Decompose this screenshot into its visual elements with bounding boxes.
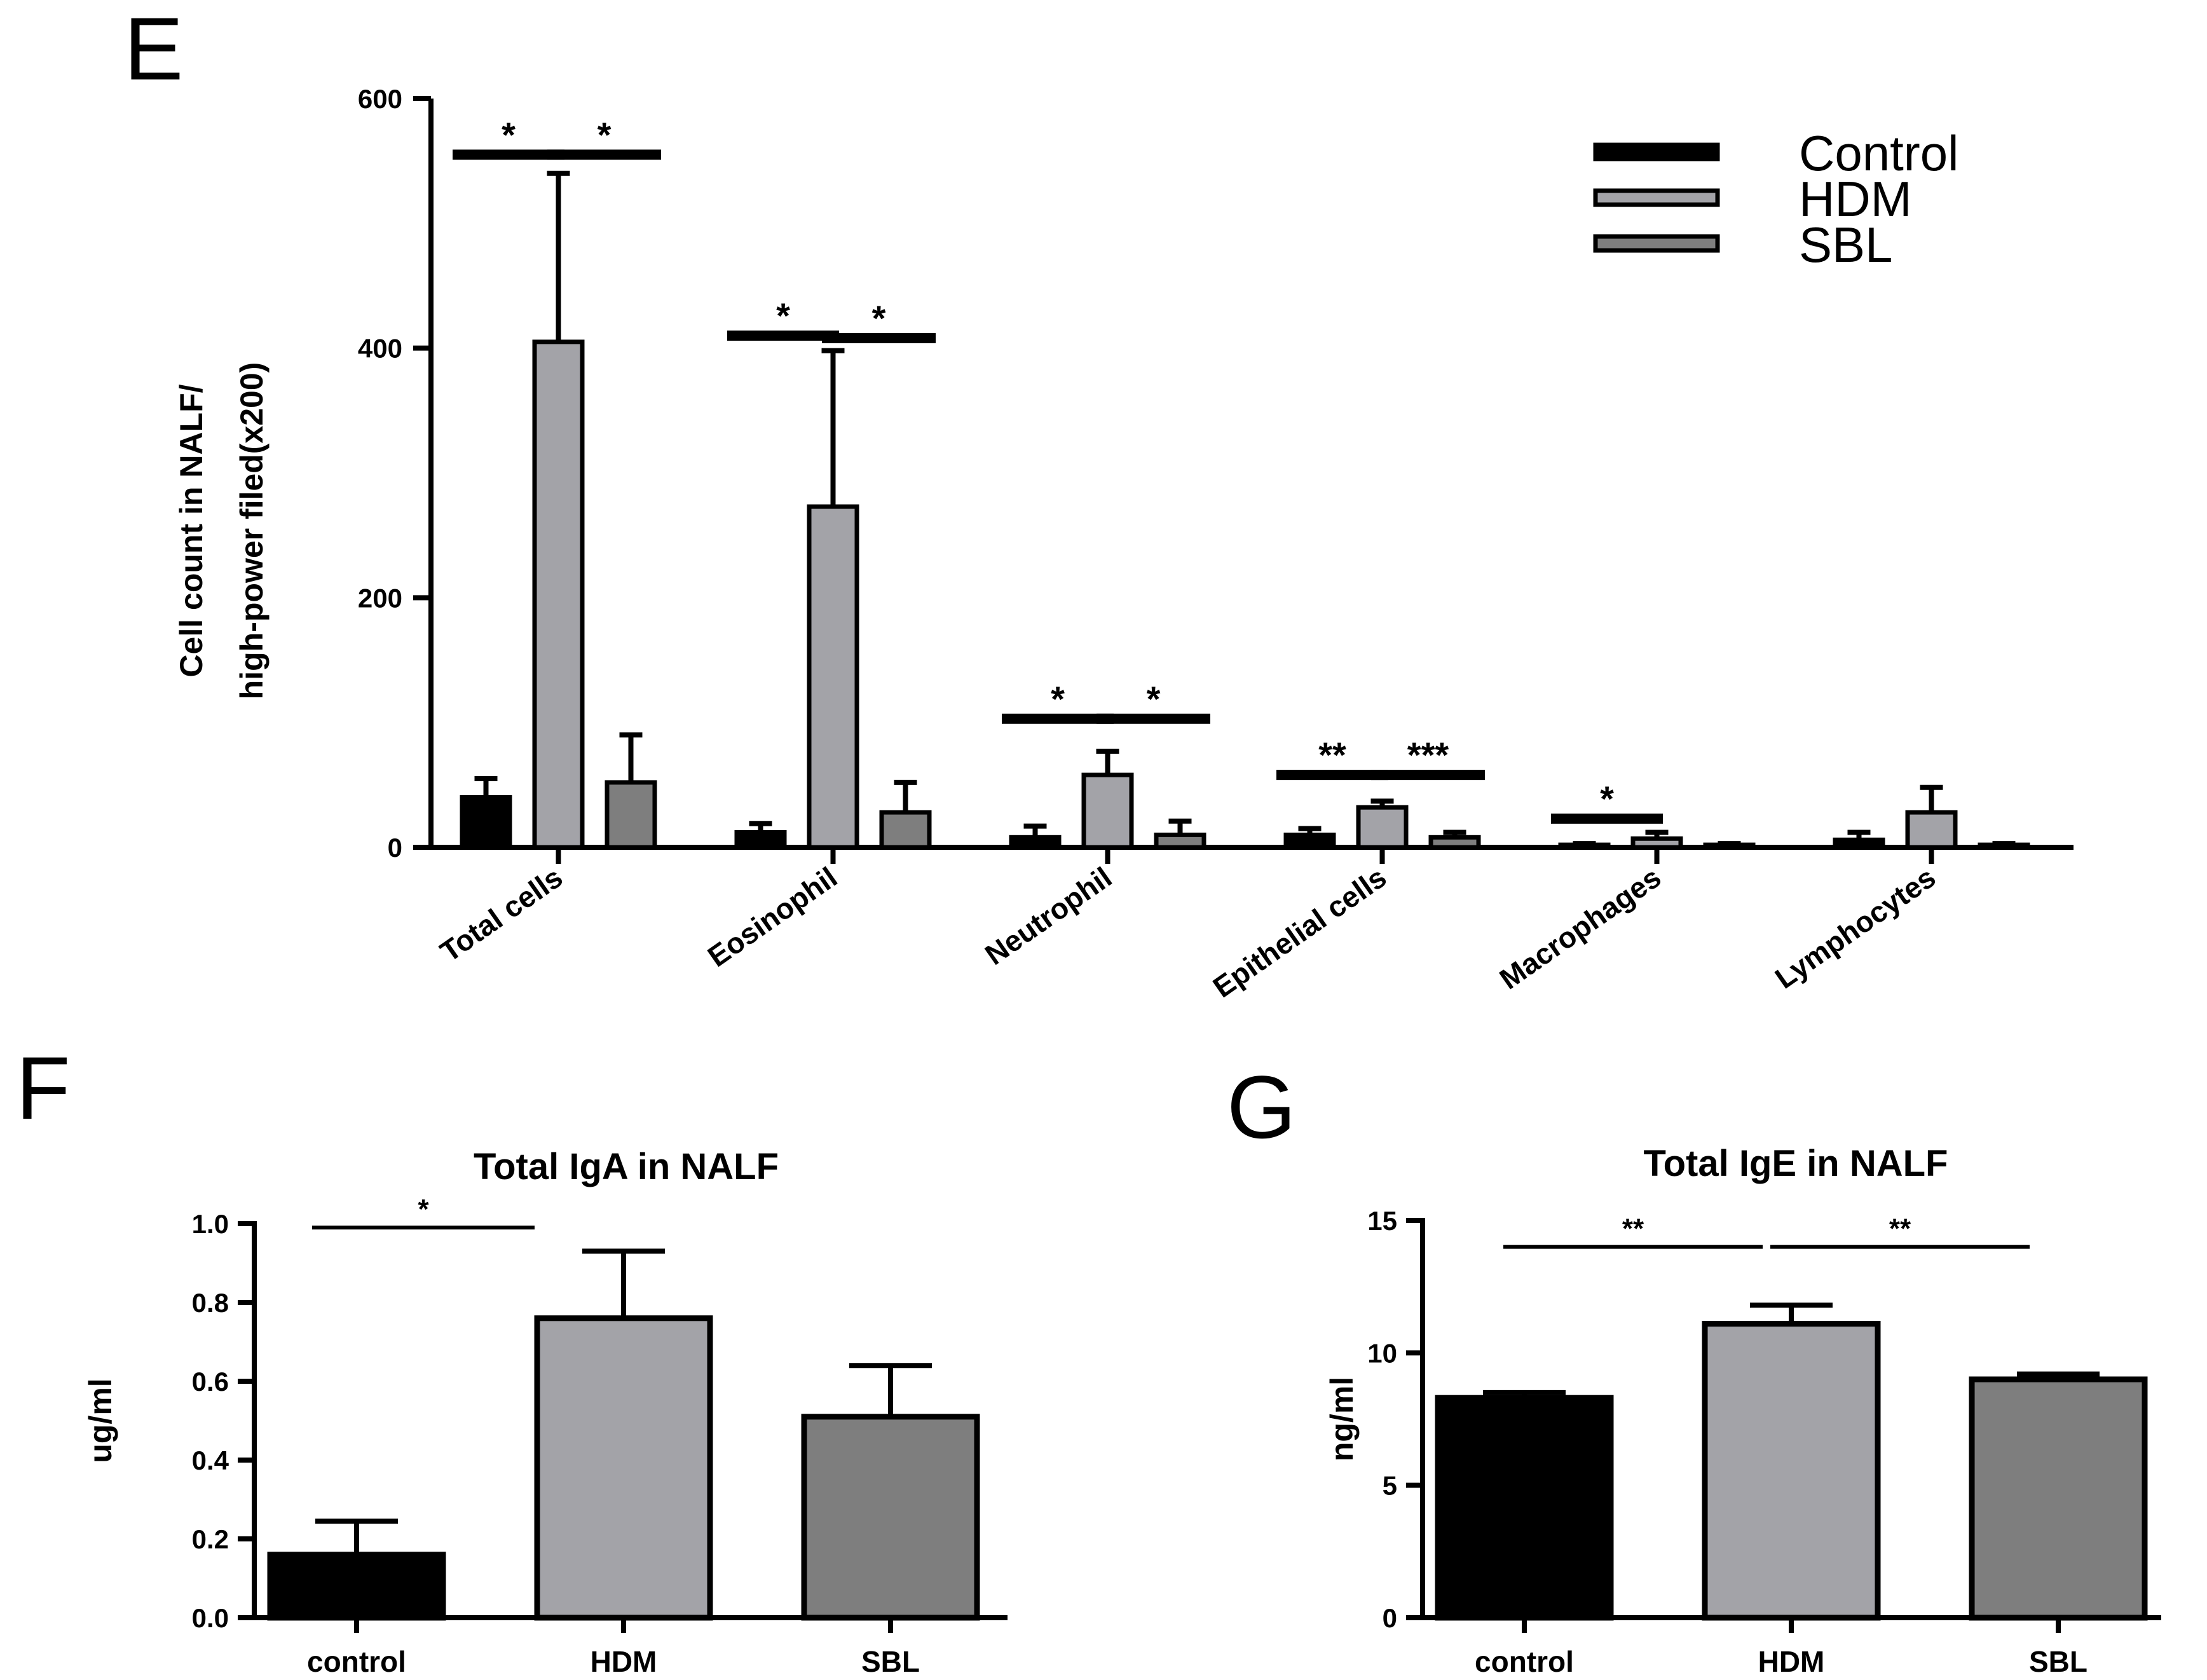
bar-sbl bbox=[801, 1414, 980, 1621]
category-label: HDM bbox=[591, 1645, 657, 1678]
legend-label-control: Control bbox=[1799, 125, 1958, 181]
y-tick-label: 400 bbox=[358, 334, 402, 364]
bar-sbl-eosinophil bbox=[879, 810, 932, 850]
category-label: control bbox=[307, 1645, 406, 1678]
y-tick-label: 0.6 bbox=[192, 1367, 229, 1397]
category-label: SBL bbox=[2029, 1645, 2087, 1678]
bar-sbl-lymphocytes bbox=[1978, 842, 2030, 850]
bar-hdm-eosinophil bbox=[807, 504, 859, 850]
bar-hdm-lymphocytes bbox=[1905, 810, 1958, 850]
category-label: control bbox=[1475, 1645, 1574, 1678]
bar-control bbox=[1435, 1395, 1614, 1621]
panel-e: E Cell count in NALF/high-power filed(x20… bbox=[124, 0, 2074, 1004]
panel-letter: F bbox=[16, 1038, 71, 1138]
bar-hdm-total-cells bbox=[532, 339, 585, 850]
y-tick-label: 1.0 bbox=[192, 1209, 229, 1239]
legend-swatch-sbl bbox=[1593, 234, 1720, 253]
y-tick-label: 0 bbox=[388, 833, 402, 863]
y-tick-label: 0 bbox=[1383, 1603, 1397, 1633]
category-label: Eosinophil bbox=[702, 861, 843, 973]
significance-label: ** bbox=[1318, 735, 1346, 775]
significance-label: * bbox=[502, 114, 516, 154]
bar-control-total-cells bbox=[460, 795, 512, 850]
bar-sbl bbox=[1969, 1376, 2148, 1621]
category-label: Total cells bbox=[434, 861, 568, 969]
y-axis-label: ug/ml bbox=[83, 1378, 118, 1463]
legend-swatch-control bbox=[1593, 142, 1720, 161]
category-label: SBL bbox=[861, 1645, 920, 1678]
y-tick-label: 0.8 bbox=[192, 1288, 229, 1318]
legend-label-hdm: HDM bbox=[1799, 171, 1912, 227]
bar-control-lymphocytes bbox=[1833, 837, 1885, 850]
panel-f: F Total IgA in NALF ug/ml 0.0 0.2 0.4 0.6 0.8 1.… bbox=[16, 1038, 1008, 1678]
bar-control-neutrophil bbox=[1009, 835, 1062, 850]
chart-title: Total IgA in NALF bbox=[474, 1146, 779, 1187]
bar-control-macrophages bbox=[1558, 842, 1611, 850]
panel-letter: E bbox=[124, 0, 183, 99]
y-axis-label: Cell count in NALF/ bbox=[174, 384, 209, 677]
bar-hdm-epithelial-cells bbox=[1356, 805, 1409, 850]
significance-label: ** bbox=[1622, 1213, 1644, 1245]
bar-sbl-neutrophil bbox=[1154, 832, 1206, 850]
y-tick-label: 5 bbox=[1383, 1471, 1397, 1501]
y-tick-label: 0.2 bbox=[192, 1524, 229, 1554]
category-label: Neutrophil bbox=[979, 861, 1117, 972]
category-label: Lymphocytes bbox=[1769, 861, 1941, 995]
significance-label: * bbox=[1600, 779, 1614, 819]
panel-g: G Total IgE in NALF ng/ml 0 5 10 15 control HDM S… bbox=[1227, 1057, 2161, 1678]
significance-label: * bbox=[1147, 679, 1161, 719]
chart-title: Total IgE in NALF bbox=[1644, 1143, 1948, 1184]
category-label: HDM bbox=[1758, 1645, 1825, 1678]
significance-label: * bbox=[598, 114, 612, 154]
bar-sbl-macrophages bbox=[1703, 842, 1756, 850]
significance-label: * bbox=[776, 296, 790, 336]
bar-control-epithelial-cells bbox=[1283, 832, 1336, 850]
y-tick-label: 200 bbox=[358, 583, 402, 613]
category-label: Macrophages bbox=[1494, 861, 1667, 996]
legend-swatch-hdm bbox=[1593, 188, 1720, 207]
significance-label: * bbox=[418, 1194, 429, 1225]
panel-letter: G bbox=[1227, 1057, 1296, 1157]
y-tick-label: 0.4 bbox=[192, 1445, 229, 1475]
bar-control bbox=[267, 1552, 446, 1621]
bar-hdm bbox=[534, 1315, 713, 1621]
category-label: Epithelial cells bbox=[1207, 861, 1393, 1004]
bar-hdm-macrophages bbox=[1630, 836, 1683, 850]
bar-sbl-epithelial-cells bbox=[1428, 835, 1481, 850]
bar-sbl-total-cells bbox=[605, 780, 657, 850]
y-axis-label: ng/ml bbox=[1324, 1377, 1360, 1461]
y-tick-label: 0.0 bbox=[192, 1603, 229, 1633]
y-tick-label: 10 bbox=[1367, 1338, 1397, 1368]
bar-hdm bbox=[1702, 1321, 1881, 1621]
legend-label-sbl: SBL bbox=[1799, 217, 1892, 273]
y-axis-label: high-power filed(x200) bbox=[234, 362, 270, 700]
significance-label: *** bbox=[1407, 735, 1449, 775]
significance-label: * bbox=[1051, 679, 1065, 719]
y-tick-label: 15 bbox=[1367, 1206, 1397, 1236]
significance-label: ** bbox=[1889, 1213, 1911, 1245]
bar-control-eosinophil bbox=[734, 830, 787, 850]
y-tick-label: 600 bbox=[358, 84, 402, 114]
significance-label: * bbox=[872, 298, 886, 338]
bar-hdm-neutrophil bbox=[1081, 772, 1134, 850]
